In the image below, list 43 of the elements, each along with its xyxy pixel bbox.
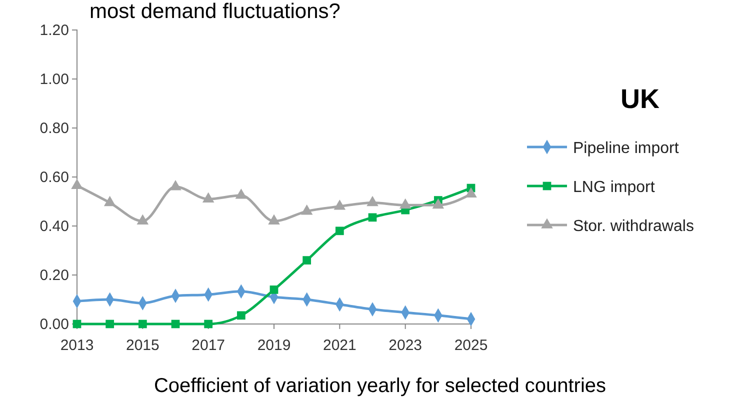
point xyxy=(106,320,114,328)
y-tick-label: 1.20 xyxy=(40,22,69,39)
x-tick-label: 2025 xyxy=(454,337,488,354)
legend-label: Stor. withdrawals xyxy=(573,218,694,235)
y-tick-label: 0.00 xyxy=(40,316,69,333)
y-tick-label: 0.80 xyxy=(40,120,69,137)
x-tick-label: 2023 xyxy=(388,337,422,354)
y-tick-label: 0.40 xyxy=(40,218,69,235)
point xyxy=(136,214,149,224)
chart-title: most demand fluctuations? xyxy=(90,0,340,23)
point xyxy=(104,196,116,206)
point xyxy=(202,192,214,202)
y-tick-label: 0.20 xyxy=(40,266,69,284)
y-tick-label: 0.60 xyxy=(40,168,69,186)
point xyxy=(138,320,147,328)
point xyxy=(236,311,246,320)
point xyxy=(268,214,280,224)
point xyxy=(270,286,278,294)
point xyxy=(302,256,312,264)
point xyxy=(432,198,444,209)
point xyxy=(335,226,344,236)
point xyxy=(334,200,346,210)
x-axis-title: Coefficient of variation yearly for selected countries xyxy=(154,375,606,397)
legend-label: LNG import xyxy=(573,179,656,196)
point xyxy=(465,187,477,198)
point xyxy=(171,320,180,328)
text: UK xyxy=(620,84,660,114)
point xyxy=(72,320,82,328)
point xyxy=(366,196,378,206)
x-tick-label: 2015 xyxy=(126,337,160,354)
x-tick-label: 2017 xyxy=(192,337,226,354)
x-tick-label: 2013 xyxy=(60,337,94,354)
point xyxy=(368,213,377,222)
point xyxy=(71,178,83,189)
point xyxy=(170,180,182,190)
x-tick-label: 2019 xyxy=(257,337,291,354)
point xyxy=(399,198,412,209)
point xyxy=(204,320,213,328)
x-tick-label: 2021 xyxy=(322,337,356,354)
point xyxy=(235,188,248,199)
legend-label: Pipeline import xyxy=(573,140,680,157)
point xyxy=(300,204,313,215)
y-tick-label: 1.00 xyxy=(40,70,69,88)
